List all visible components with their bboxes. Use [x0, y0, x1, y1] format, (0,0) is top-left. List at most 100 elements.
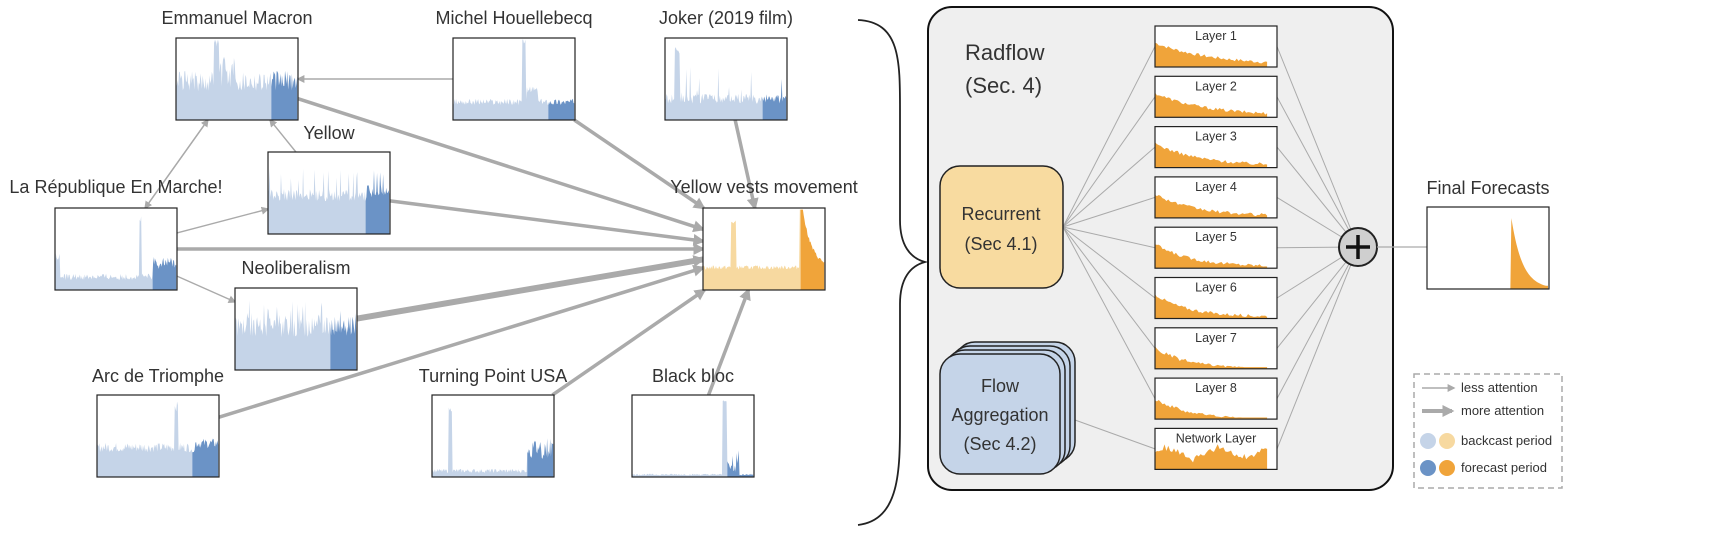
recurrent-link: [1062, 226, 1156, 349]
flow-aggregation-stack: Flow Aggregation (Sec 4.2): [939, 341, 1076, 475]
node-label: Yellow: [303, 123, 355, 143]
layer-5: Layer 5: [1154, 226, 1278, 269]
node-label: Black bloc: [652, 366, 734, 386]
layer-3: Layer 3: [1154, 125, 1278, 169]
layer-label: Layer 8: [1195, 381, 1237, 395]
final-forecasts-label: Final Forecasts: [1426, 178, 1549, 198]
node-label: Yellow vests movement: [670, 177, 857, 197]
recurrent-label: Recurrent: [961, 204, 1040, 224]
node-macron: Emmanuel Macron: [161, 8, 313, 121]
recurrent-link: [1062, 226, 1156, 249]
layer-7: Layer 7: [1154, 327, 1278, 370]
layer-sparkline-icon: [1155, 293, 1268, 319]
edge-macron-to-republique: [144, 119, 209, 210]
edge-yellow-to-macron: [269, 118, 297, 153]
sum-link: [1276, 246, 1359, 450]
layer-6: Layer 6: [1154, 276, 1278, 320]
layer-4: Layer 4: [1154, 176, 1278, 219]
sum-link: [1276, 246, 1359, 399]
dark-dots-icon: [1439, 460, 1455, 476]
node-houellebecq: Michel Houellebecq: [435, 8, 593, 121]
legend-frame: [1413, 373, 1563, 489]
legend: less attention more attention backcast p…: [1413, 373, 1563, 489]
flow-aggregation-box: [939, 353, 1061, 475]
recurrent-section: (Sec 4.1): [964, 234, 1037, 254]
layer-sparkline-icon: [1155, 194, 1268, 218]
node-label: Turning Point USA: [419, 366, 567, 386]
layer-8: Layer 8: [1154, 377, 1278, 420]
light-dots-icon: [1439, 433, 1455, 449]
sparkline-blue-icon: [55, 208, 177, 290]
sparkline-blue-icon: [176, 38, 298, 120]
sum-link: [1276, 146, 1359, 248]
node-label: Neoliberalism: [241, 258, 350, 278]
sparkline-blue-icon: [432, 395, 554, 477]
node-label: Michel Houellebecq: [435, 8, 592, 28]
radflow-layers: Layer 1 Layer 2 Layer 3 Layer 4 Layer 5 Layer…: [1154, 25, 1278, 470]
sparkline-blue-icon: [453, 38, 575, 120]
layer-label: Layer 4: [1195, 180, 1237, 194]
layer-label: Layer 2: [1195, 79, 1237, 93]
light-dots-icon: [1420, 433, 1436, 449]
radflow-connections: [1062, 46, 1359, 450]
legend-more-attention: more attention: [1461, 403, 1544, 418]
layer-label: Layer 6: [1195, 281, 1237, 295]
layer-label: Network Layer: [1176, 431, 1257, 445]
layer-sparkline-icon: [1155, 346, 1268, 369]
edge-neoliberalism-to-yellowvests: [356, 255, 706, 322]
layer-label: Layer 3: [1195, 130, 1237, 144]
node-label: Joker (2019 film): [659, 8, 793, 28]
sparkline-blue-icon: [665, 38, 787, 120]
recurrent-link: [1062, 196, 1156, 228]
recurrent-box: [939, 165, 1064, 289]
recurrent-link: [1062, 96, 1156, 228]
layer-sparkline-icon: [1155, 142, 1268, 168]
layer-9: Network Layer: [1154, 427, 1278, 470]
node-yellow: Yellow: [267, 123, 391, 235]
forecast-sparkline-icon: [1510, 218, 1548, 289]
edge-blackbloc-to-yellowvests: [706, 287, 751, 396]
radflow-panel: Radflow (Sec. 4) Recurrent (Sec 4.1) Flo…: [927, 6, 1394, 491]
radflow-title: Radflow: [965, 40, 1045, 65]
graph-edges: [144, 75, 759, 419]
recurrent-link: [1062, 146, 1156, 228]
node-label: Arc de Triomphe: [92, 366, 224, 386]
graph-nodes: Emmanuel Macron Michel Houellebecq Joker (…: [9, 8, 858, 478]
layer-label: Layer 5: [1195, 230, 1237, 244]
recurrent-link: [1062, 226, 1156, 299]
dark-dots-icon: [1420, 460, 1436, 476]
sparkline-blue-icon: [632, 395, 754, 477]
legend-less-attention: less attention: [1461, 380, 1538, 395]
node-joker: Joker (2019 film): [659, 8, 793, 121]
edge-yellow-to-yellowvests: [389, 199, 706, 246]
layer-label: Layer 7: [1195, 331, 1237, 345]
node-republique: La République En Marche!: [9, 177, 223, 291]
node-blackbloc: Black bloc: [631, 366, 755, 478]
layer-sparkline-icon: [1155, 92, 1268, 118]
edge-republique-to-yellow: [176, 206, 270, 234]
edge-macron-to-yellowvests: [297, 97, 706, 233]
layer-sparkline-icon: [1155, 42, 1268, 67]
legend-forecast: forecast period: [1461, 460, 1547, 475]
flow-section: (Sec 4.2): [963, 434, 1036, 454]
sum-link: [1276, 246, 1359, 349]
radflow-section: (Sec. 4): [965, 73, 1042, 98]
flow-label-2: Aggregation: [951, 405, 1048, 425]
sum-link: [1276, 96, 1359, 248]
sparkline-orange-icon: [703, 208, 825, 290]
node-label: La République En Marche!: [9, 177, 222, 197]
flow-link: [1074, 419, 1156, 450]
layer-1: Layer 1: [1154, 25, 1278, 68]
flow-label: Flow: [981, 376, 1020, 396]
edge-turningpoint-to-yellowvests: [551, 288, 707, 397]
layer-2: Layer 2: [1154, 75, 1278, 118]
final-forecasts-chart: [1426, 206, 1550, 290]
node-arc: Arc de Triomphe: [92, 366, 224, 478]
curly-brace-icon: [857, 19, 929, 526]
edge-arc-to-yellowvests: [218, 264, 706, 419]
sparkline-blue-icon: [97, 395, 219, 477]
edge-houellebecq-to-yellowvests: [573, 118, 706, 210]
edge-joker-to-yellowvests: [733, 119, 759, 211]
node-turningpoint: Turning Point USA: [419, 366, 567, 478]
